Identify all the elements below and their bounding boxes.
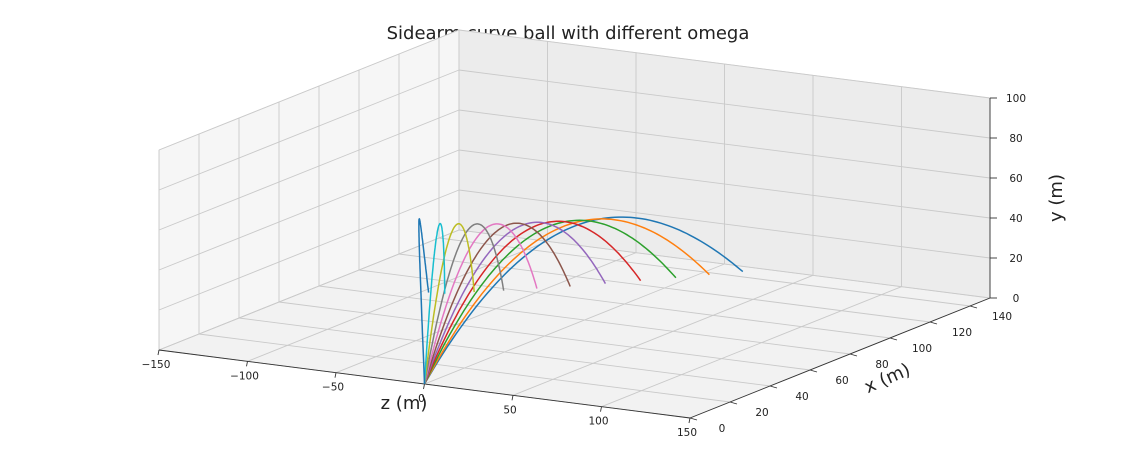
grid-line-y-left (158, 189, 460, 311)
grid-line-x-floor (438, 237, 971, 307)
y-tick-label: 20 (1009, 253, 1022, 265)
x-tick-label: 40 (795, 391, 808, 403)
grid-line-y-left (158, 109, 460, 231)
x-axis-line (689, 297, 991, 419)
z-tick-label: −50 (322, 382, 344, 394)
z-tick-label: 150 (677, 427, 697, 439)
grid-line-x-floor (238, 317, 771, 387)
grid-line-y-left (158, 149, 460, 271)
x-tick-mark (729, 401, 738, 405)
grid-line-z-floor (512, 274, 814, 396)
grid-line-x-floor (198, 333, 731, 403)
y-tick-label: 80 (1009, 133, 1022, 145)
y-axis-label: y (m) (1046, 174, 1067, 222)
grid-line-y-back (458, 29, 991, 99)
z-tick-label: −100 (230, 370, 259, 382)
z-tick-mark (246, 361, 248, 367)
x-tick-label: 60 (835, 375, 848, 387)
grid-line-y-back (458, 69, 991, 139)
grid-line-x-floor (318, 285, 851, 355)
x-tick-mark (849, 353, 858, 357)
x-tick-mark (889, 337, 898, 341)
grid-line-z-floor (424, 263, 725, 385)
trajectory-line (423, 219, 677, 385)
trajectory-line (418, 217, 430, 385)
y-tick-label: 60 (1009, 173, 1022, 185)
x-tick-label: 140 (992, 311, 1012, 323)
grid-line-z-floor (335, 252, 637, 374)
x-tick-mark (929, 321, 938, 325)
grid-line-y-back (458, 229, 991, 299)
z-axis-label: z (m) (381, 393, 428, 414)
y-tick-label: 40 (1009, 213, 1022, 225)
trajectory-line (423, 222, 446, 385)
grid-line-y-left (158, 69, 460, 191)
grid-line-y-back (458, 189, 991, 259)
grid-line-y-back (458, 109, 991, 179)
trajectory-line (423, 222, 571, 385)
z-tick-mark (688, 417, 691, 424)
z-tick-label: −150 (142, 359, 171, 371)
z-tick-mark (423, 383, 425, 390)
grid-line-y-left (158, 229, 460, 351)
grid-line-x-floor (278, 301, 811, 371)
x-tick-mark (969, 305, 978, 309)
grid-line-z-floor (601, 286, 902, 408)
z-tick-mark (511, 395, 514, 401)
grid-line-x-floor (398, 253, 931, 323)
x-tick-label: 0 (719, 423, 726, 435)
z-tick-mark (157, 349, 160, 356)
x-tick-label: 100 (912, 343, 932, 355)
trajectory-line (423, 218, 710, 385)
z-tick-label: 100 (588, 416, 608, 428)
x-tick-label: 120 (952, 327, 972, 339)
z-tick-label: 50 (503, 404, 516, 416)
y-tick-label: 100 (1006, 93, 1026, 105)
y-tick-label: 0 (1013, 293, 1020, 305)
z-tick-mark (600, 406, 602, 412)
x-tick-label: 80 (875, 359, 888, 371)
trajectory-line (423, 223, 505, 385)
z-tick-mark (334, 372, 337, 378)
grid-line-y-left (158, 29, 460, 151)
trajectory-lines (418, 216, 744, 385)
trajectory-line (423, 223, 538, 385)
x-tick-mark (769, 385, 778, 389)
x-tick-label: 20 (755, 407, 768, 419)
trajectory-line (423, 223, 475, 385)
x-tick-mark (689, 417, 698, 421)
grid-line-y-back (458, 149, 991, 219)
z-tick-label: 0 (418, 393, 425, 405)
x-tick-mark (809, 369, 818, 373)
